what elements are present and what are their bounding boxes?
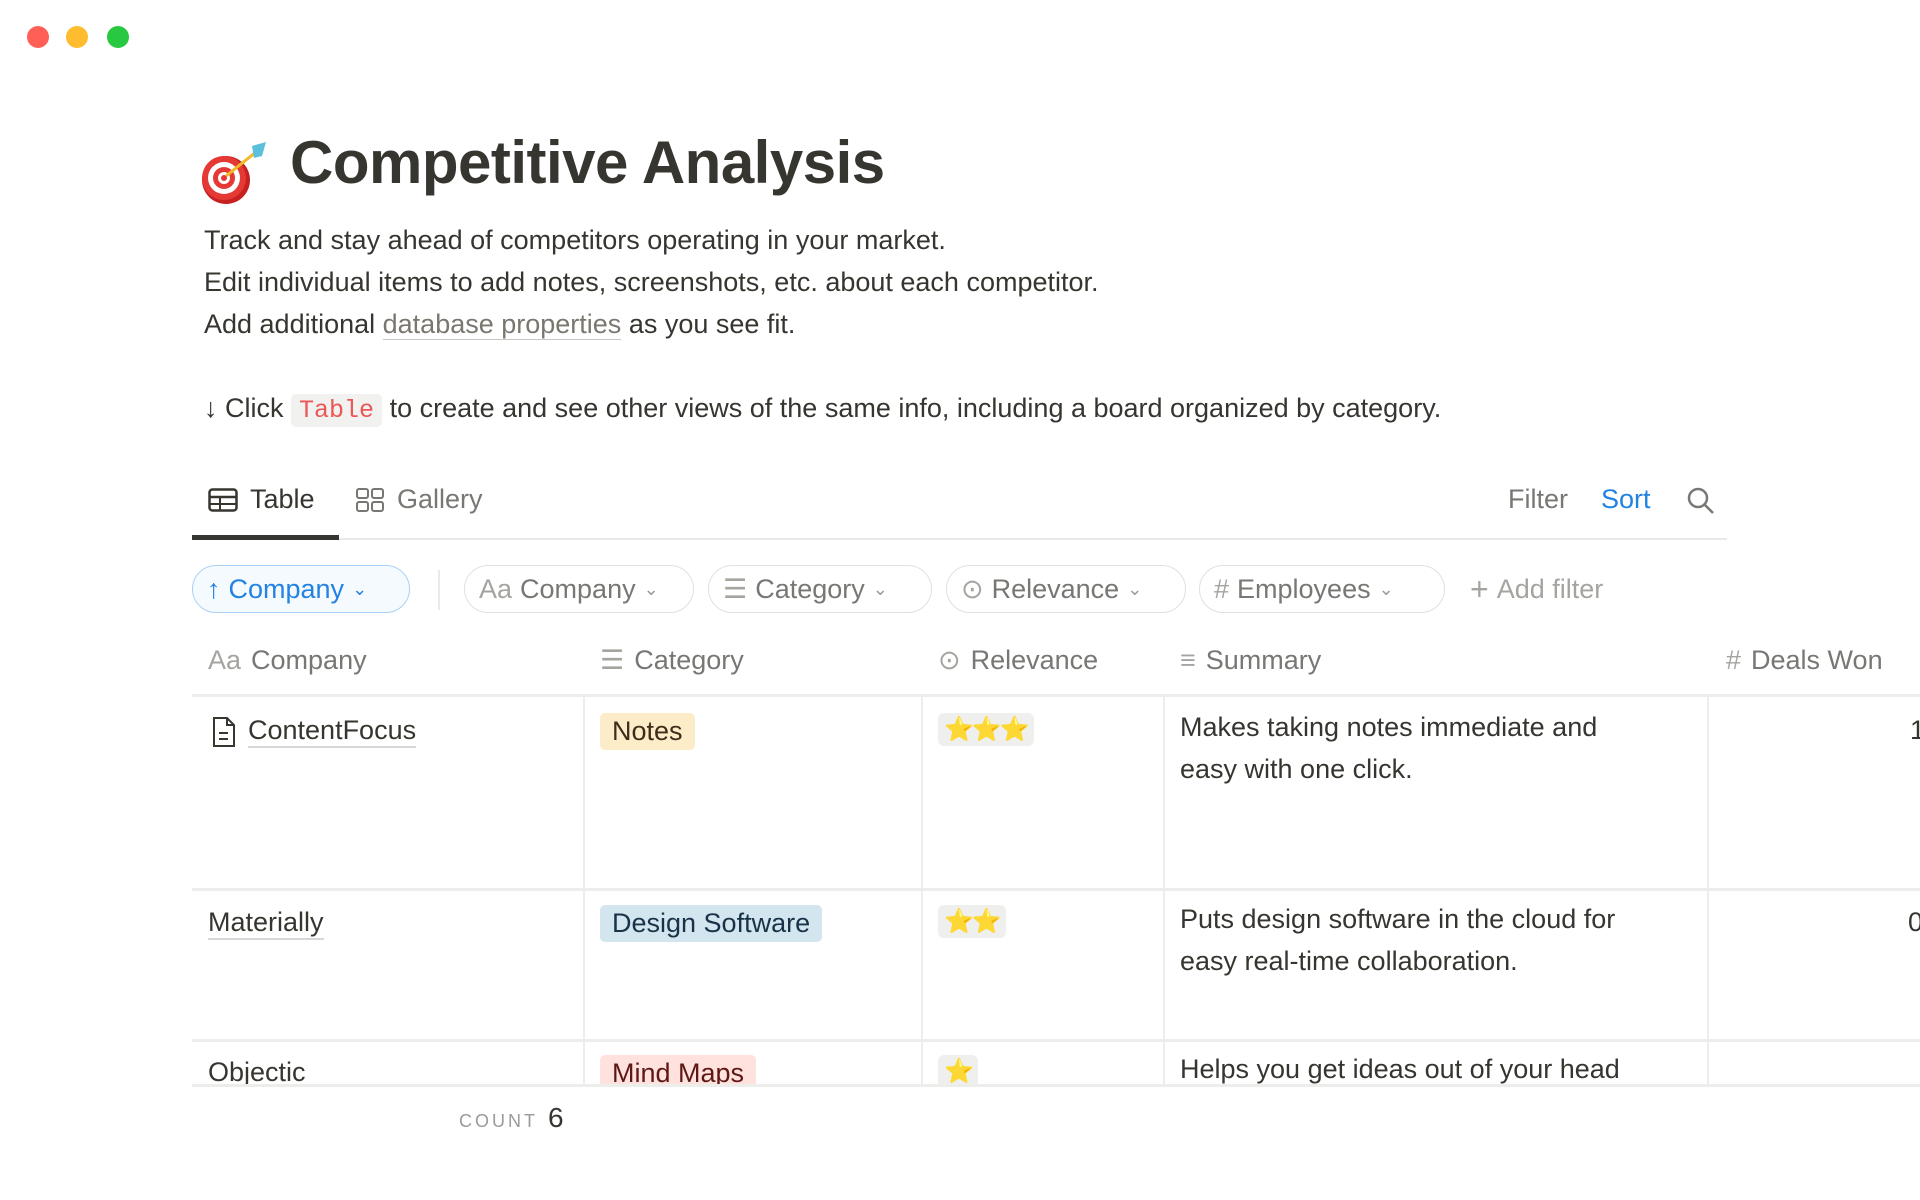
chevron-down-icon: ⌄ (352, 578, 368, 599)
arrow-down-icon: ↓ (204, 393, 218, 423)
chevron-down-icon: ⌄ (872, 578, 888, 599)
pill-label: Category (755, 573, 865, 604)
table-icon (208, 487, 238, 512)
text: as you see fit. (621, 309, 796, 339)
inline-code: Table (291, 394, 383, 427)
chevron-down-icon: ⌄ (1127, 578, 1143, 599)
text-icon: ≡ (1180, 645, 1196, 675)
chevron-down-icon: ⌄ (643, 578, 659, 599)
number-icon: # (1214, 573, 1230, 604)
plus-icon: + (1470, 570, 1489, 607)
description-line: Track and stay ahead of competitors oper… (204, 225, 946, 255)
description-line: Edit individual items to add notes, scre… (204, 267, 1099, 297)
gallery-icon (356, 487, 384, 512)
column-divider (583, 696, 585, 1086)
column-divider (921, 696, 923, 1086)
column-divider (1707, 696, 1709, 1086)
hint-line: ↓ Click Table to create and see other vi… (204, 391, 1441, 428)
deals-won-value: 1 (1910, 715, 1920, 745)
column-label: Company (251, 645, 367, 675)
filter-pill-employees[interactable]: # Employees ⌄ (1199, 565, 1445, 613)
filter-pill-relevance[interactable]: ⊙ Relevance ⌄ (946, 565, 1186, 613)
text: Add additional (204, 309, 383, 339)
window-minimize-button[interactable] (66, 26, 88, 48)
column-divider (1163, 696, 1165, 1086)
filter-button[interactable]: Filter (1508, 484, 1568, 514)
add-filter-label: Add filter (1496, 573, 1604, 604)
tab-table[interactable]: Table (208, 484, 315, 515)
window-close-button[interactable] (27, 26, 49, 48)
list-icon: ☰ (600, 645, 625, 675)
count-value: 6 (548, 1102, 564, 1133)
add-filter-button[interactable]: + Add filter (1456, 565, 1617, 613)
column-header-summary[interactable]: ≡ Summary (1180, 645, 1321, 676)
column-header-company[interactable]: Aa Company (208, 645, 367, 676)
table-row[interactable]: ContentFocus (212, 715, 417, 748)
search-icon[interactable] (1686, 486, 1716, 516)
summary-text: Helps you get ideas out of your head (1180, 1054, 1620, 1084)
summary-text: Makes taking notes immediate and easy wi… (1180, 712, 1598, 784)
list-icon: ☰ (723, 573, 748, 604)
column-header-category[interactable]: ☰ Category (600, 645, 744, 676)
chevron-down-icon: ⌄ (1378, 578, 1394, 599)
tab-label: Table (250, 484, 315, 514)
database-properties-link[interactable]: database properties (382, 309, 622, 340)
tabs-divider (192, 538, 1727, 540)
divider (438, 570, 440, 610)
tab-gallery[interactable]: Gallery (355, 484, 483, 515)
number-icon: # (1726, 645, 1742, 675)
column-label: Category (634, 645, 744, 675)
page-icon (213, 716, 235, 747)
relevance-stars: ⭐⭐ (938, 905, 1006, 938)
company-name[interactable]: Materially (208, 907, 324, 940)
category-tag: Design Software (600, 905, 823, 942)
column-header-deals-won[interactable]: # Deals Won (1726, 645, 1883, 676)
category-tag: Notes (600, 713, 695, 750)
deals-won-value: 0 (1908, 907, 1920, 937)
column-label: Relevance (970, 645, 1099, 675)
table-body: ContentFocus Notes ⭐⭐⭐ Makes taking note… (192, 697, 1920, 1086)
column-header-relevance[interactable]: ⊙ Relevance (938, 645, 1098, 676)
category-tag: Mind Maps (600, 1055, 757, 1086)
pill-label: Relevance (991, 573, 1120, 604)
summary-text: Puts design software in the cloud for ea… (1180, 904, 1616, 976)
select-icon: ⊙ (961, 573, 984, 604)
sort-button[interactable]: Sort (1601, 484, 1651, 514)
text: Click (225, 393, 284, 423)
relevance-stars: ⭐ (938, 1055, 978, 1086)
text-property-icon: Aa (208, 645, 242, 675)
window-zoom-button[interactable] (107, 26, 129, 48)
company-name[interactable]: ContentFocus (248, 715, 417, 748)
tab-label: Gallery (397, 484, 483, 514)
sort-pill-company[interactable]: ↑ Company ⌄ (192, 565, 410, 613)
column-label: Summary (1205, 645, 1322, 675)
page-title: Competitive Analysis (290, 129, 885, 196)
select-icon: ⊙ (938, 645, 961, 675)
row-divider (192, 694, 1920, 697)
target-dart-icon (202, 142, 266, 204)
table-footer-divider (192, 1084, 1920, 1087)
pill-label: Company (520, 573, 636, 604)
pill-label: Company (228, 573, 345, 604)
arrow-up-icon: ↑ (207, 573, 221, 604)
row-divider (192, 1039, 1920, 1042)
filter-pill-category[interactable]: ☰ Category ⌄ (708, 565, 932, 613)
pill-label: Employees (1237, 573, 1371, 604)
row-divider (192, 888, 1920, 891)
company-name[interactable]: Objectic (208, 1057, 306, 1086)
description-line: Add additional database properties as yo… (204, 307, 795, 341)
active-tab-indicator (192, 535, 339, 540)
filter-pill-company[interactable]: Aa Company ⌄ (464, 565, 694, 613)
text: to create and see other views of the sam… (389, 393, 1442, 423)
count-label: COUNT (459, 1111, 538, 1131)
column-label: Deals Won (1751, 645, 1883, 675)
relevance-stars: ⭐⭐⭐ (938, 713, 1034, 746)
count-footer: COUNT 6 (459, 1102, 564, 1134)
text-property-icon: Aa (479, 573, 513, 604)
